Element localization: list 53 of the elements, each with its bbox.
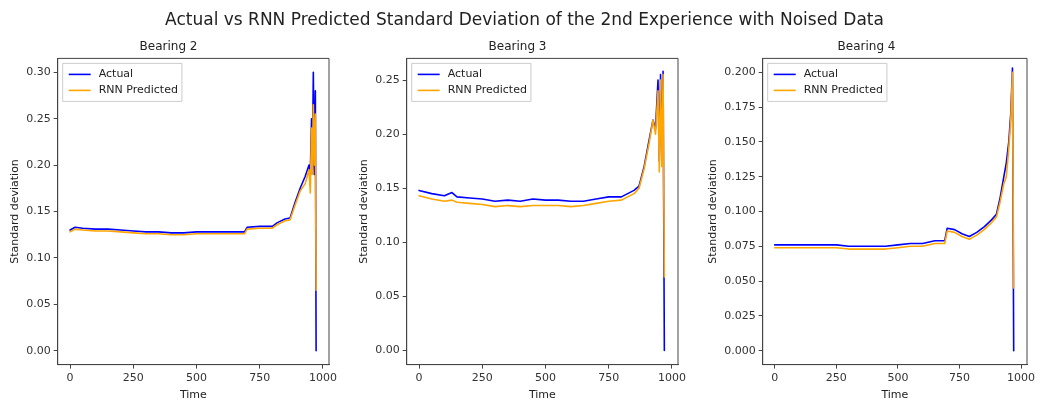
legend-label: Actual [98, 67, 134, 81]
y-tick-label: 0.075 [724, 239, 756, 253]
legend-label: RNN Predicted [447, 83, 527, 97]
y-tick-label: 0.30 [26, 65, 51, 79]
x-tick-label: 1000 [657, 371, 686, 385]
x-tick-label: 500 [887, 371, 909, 385]
y-axis-title: Standard deviation [8, 159, 22, 264]
y-tick-label: 0.25 [26, 111, 51, 125]
chart-title: Bearing 2 [139, 39, 198, 54]
x-tick-label: 750 [949, 371, 971, 385]
x-tick-label: 250 [122, 371, 144, 385]
y-tick-label: 0.025 [724, 308, 756, 322]
y-axis-title: Standard deviation [357, 159, 371, 264]
y-tick-label: 0.00 [26, 343, 51, 357]
x-tick-label: 500 [186, 371, 208, 385]
x-tick-label: 250 [471, 371, 493, 385]
y-tick-label: 0.00 [375, 343, 400, 357]
x-axis-title: Time [527, 388, 557, 402]
y-tick-label: 0.05 [375, 289, 400, 303]
legend-label: Actual [447, 67, 483, 81]
legend-label: RNN Predicted [803, 83, 883, 97]
y-tick-label: 0.175 [724, 99, 756, 113]
x-tick-label: 750 [598, 371, 620, 385]
y-tick-label: 0.150 [724, 134, 756, 148]
y-tick-label: 0.125 [724, 169, 756, 183]
y-tick-label: 0.10 [26, 250, 51, 264]
y-tick-label: 0.200 [724, 65, 756, 79]
x-tick-label: 0 [771, 371, 779, 385]
x-axis-title: Time [880, 388, 909, 402]
y-tick-label: 0.15 [375, 181, 400, 195]
legend-label: Actual [803, 67, 839, 81]
x-tick-label: 0 [66, 371, 74, 385]
x-tick-label: 1000 [1007, 371, 1036, 385]
x-axis-title: Time [178, 388, 208, 402]
text: Actual vs RNN Predicted Standard Deviation of the 2nd Experience with Noised Data [165, 9, 884, 29]
x-tick-label: 250 [825, 371, 847, 385]
y-tick-label: 0.15 [26, 204, 51, 218]
y-tick-label: 0.050 [724, 273, 756, 287]
x-tick-label: 1000 [308, 371, 337, 385]
x-tick-label: 500 [535, 371, 557, 385]
y-tick-label: 0.20 [375, 127, 400, 140]
y-tick-label: 0.25 [375, 72, 400, 86]
y-tick-label: 0.05 [26, 297, 51, 311]
x-tick-label: 0 [415, 371, 423, 385]
y-tick-label: 0.10 [375, 235, 400, 249]
chart-title: Bearing 4 [837, 39, 896, 54]
legend-label: RNN Predicted [98, 83, 178, 97]
y-tick-label: 0.000 [724, 343, 756, 357]
chart-title: Bearing 3 [488, 39, 547, 54]
y-tick-label: 0.100 [724, 204, 756, 218]
x-tick-label: 750 [249, 371, 271, 385]
y-tick-label: 0.20 [26, 157, 51, 171]
y-axis-title: Standard deviation [706, 159, 720, 264]
